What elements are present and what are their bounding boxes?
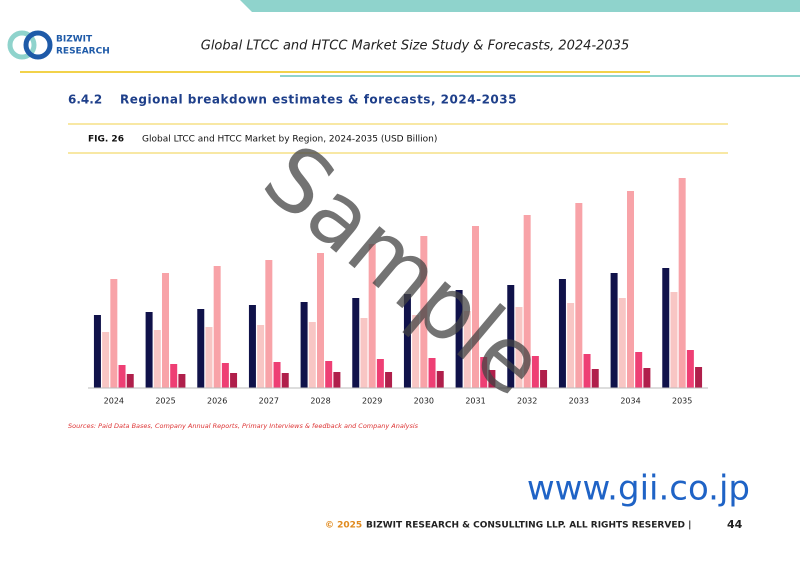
- bar: [558, 279, 566, 388]
- bar: [488, 370, 496, 388]
- bar: [480, 357, 488, 388]
- x-tick-label: 2027: [259, 397, 279, 406]
- bar: [627, 191, 634, 388]
- bar: [515, 307, 523, 388]
- bar: [540, 370, 548, 388]
- logo-mark: [7, 30, 53, 60]
- chart-title: Global LTCC and HTCC Market by Region, 2…: [142, 135, 437, 145]
- x-tick-label: 2032: [517, 397, 537, 406]
- bar: [118, 365, 126, 388]
- bar: [281, 373, 289, 388]
- bar: [412, 315, 420, 388]
- bar: [300, 302, 308, 388]
- bar: [153, 330, 161, 388]
- bar: [686, 350, 694, 388]
- bar: [221, 363, 229, 388]
- x-tick-label: 2031: [465, 397, 485, 406]
- bar: [507, 285, 515, 388]
- footer-text: BIZWIT RESEARCH & CONSULLTING LLP. ALL R…: [366, 521, 691, 531]
- bar: [695, 367, 703, 388]
- bar: [126, 374, 134, 388]
- x-tick-label: 2025: [155, 397, 175, 406]
- bar: [110, 279, 118, 388]
- bar: [197, 309, 205, 388]
- x-tick-label: 2029: [362, 397, 382, 406]
- bar: [662, 268, 670, 388]
- bar: [265, 260, 273, 388]
- bar: [531, 356, 539, 388]
- x-tick-label: 2034: [620, 397, 640, 406]
- bar: [583, 354, 591, 388]
- bar: [145, 312, 153, 388]
- bar: [325, 361, 333, 388]
- bar: [385, 372, 393, 388]
- bar: [670, 292, 678, 388]
- x-tick-label: 2028: [310, 397, 330, 406]
- website: www.gii.co.jp: [527, 469, 750, 509]
- bar: [273, 362, 281, 388]
- bar: [368, 244, 376, 388]
- bar: [162, 273, 169, 388]
- logo-text: RESEARCH: [56, 47, 110, 57]
- bar: [257, 325, 265, 388]
- bar: [230, 373, 238, 388]
- bar: [610, 273, 618, 388]
- bar: [635, 352, 643, 388]
- bar: [428, 358, 436, 388]
- plot: 2024 2025 2026 2027 2028 2029 2030 2031 2032 2033…: [93, 178, 703, 406]
- figure-label: FIG. 26: [88, 135, 124, 145]
- section-title: Regional breakdown estimates & forecasts…: [120, 93, 517, 107]
- bar: [643, 368, 651, 388]
- bar: [591, 369, 599, 388]
- section-number: 6.4.2: [68, 93, 102, 107]
- bar: [455, 290, 463, 388]
- bar: [178, 374, 186, 388]
- bar: [333, 372, 341, 388]
- bar: [317, 253, 324, 388]
- bar: [248, 305, 256, 388]
- x-tick-label: 2035: [672, 397, 692, 406]
- header-title: Global LTCC and HTCC Market Size Study &…: [201, 39, 629, 54]
- bar: [308, 322, 316, 388]
- x-tick-label: 2024: [104, 397, 124, 406]
- bar: [352, 298, 360, 388]
- bar: [523, 215, 531, 388]
- bar: [618, 298, 626, 388]
- bar: [376, 359, 384, 388]
- bar: [420, 236, 428, 388]
- top-strip: [240, 0, 800, 12]
- bar: [102, 332, 110, 388]
- x-tick-label: 2026: [207, 397, 227, 406]
- bar: [93, 315, 101, 388]
- footer-page: 44: [727, 518, 743, 531]
- x-tick-label: 2033: [569, 397, 589, 406]
- bar: [575, 203, 583, 388]
- bar: [463, 311, 471, 388]
- bar: [567, 303, 575, 388]
- bar: [472, 226, 479, 388]
- footer-year: © 2025: [325, 521, 362, 531]
- bar: [170, 364, 178, 388]
- bar: [436, 371, 444, 388]
- sources: Sources: Paid Data Bases, Company Annual…: [68, 422, 419, 430]
- bar: [360, 318, 368, 388]
- bar: [213, 266, 221, 388]
- bar: [678, 178, 686, 388]
- bar: [403, 294, 411, 388]
- logo-text: BIZWIT: [56, 35, 93, 45]
- x-tick-label: 2030: [414, 397, 434, 406]
- bar: [205, 327, 213, 388]
